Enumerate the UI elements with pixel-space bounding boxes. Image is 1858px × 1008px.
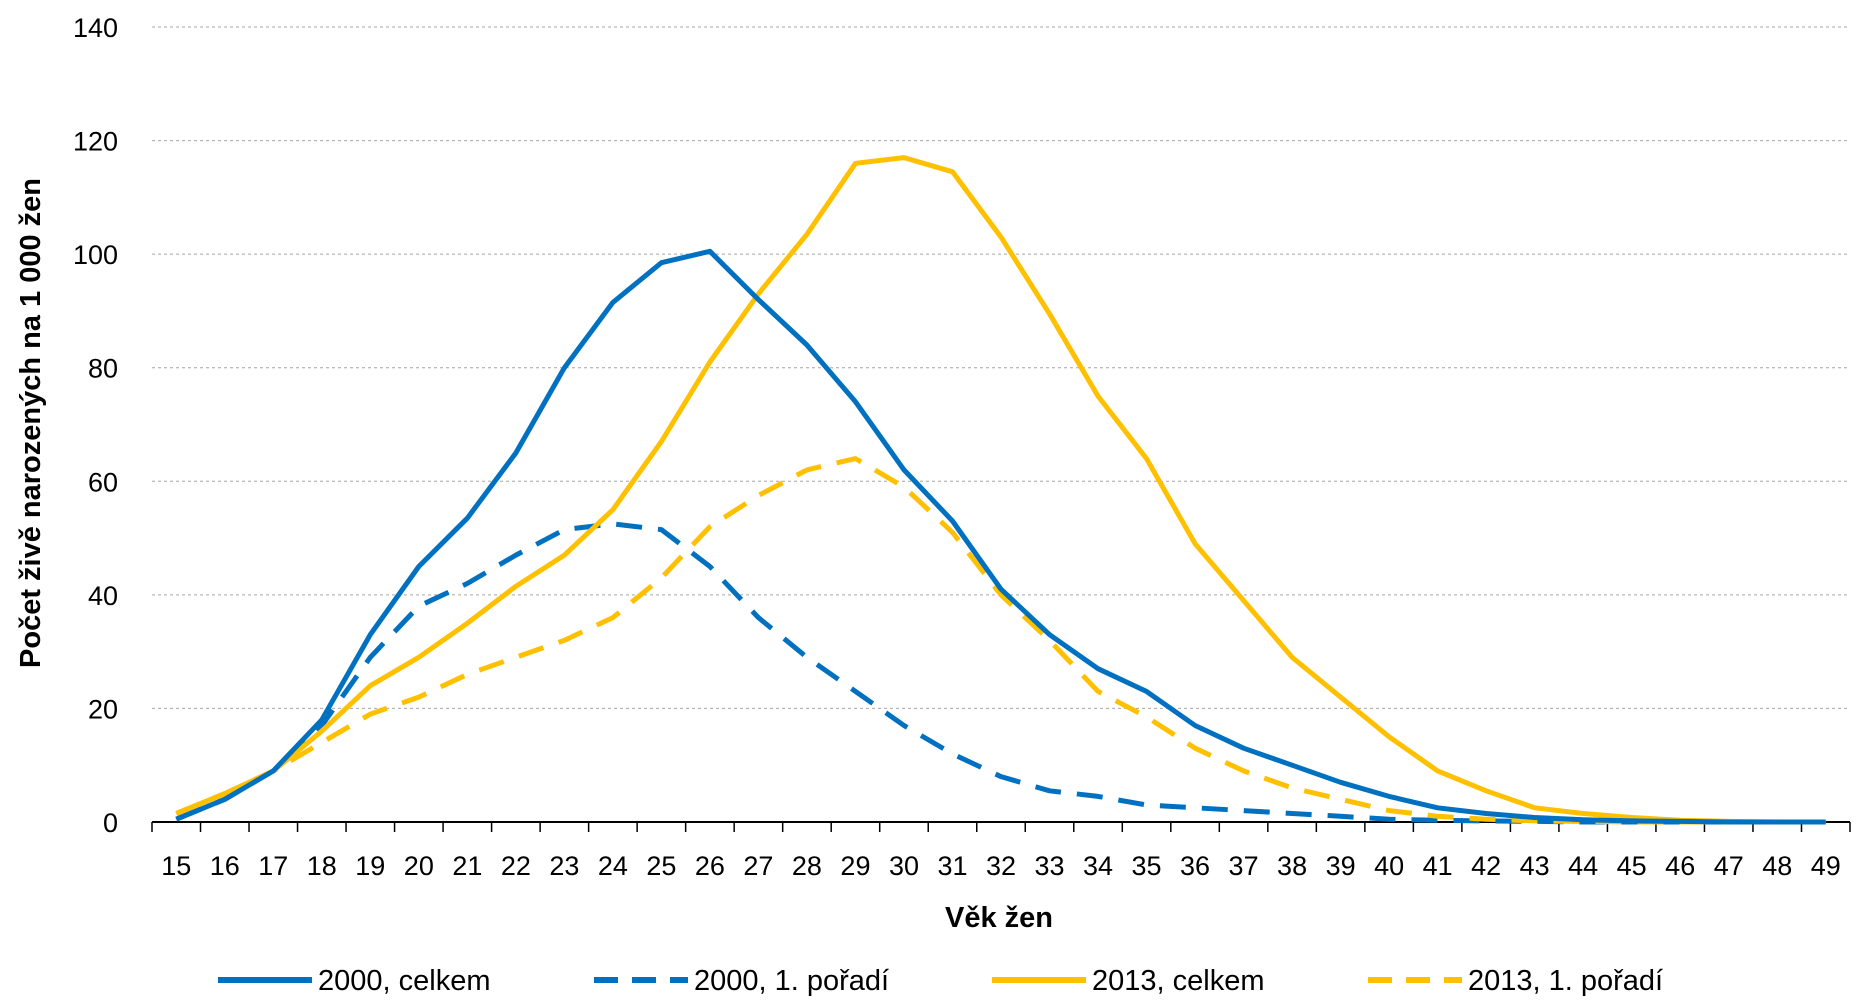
legend-label: 2000, celkem [318,965,491,997]
x-tick-label: 18 [307,851,337,881]
x-tick-label: 32 [986,851,1016,881]
x-tick-label: 31 [937,851,967,881]
y-tick-label: 120 [73,127,118,157]
x-tick-label: 29 [840,851,870,881]
y-tick-label: 60 [88,467,118,497]
x-tick-label: 33 [1034,851,1064,881]
y-axis-title: Počet živě narozených na 1 000 žen [15,178,47,668]
x-tick-label: 46 [1665,851,1695,881]
x-tick-label: 27 [743,851,773,881]
x-tick-label: 36 [1180,851,1210,881]
series-lines [175,155,1826,825]
x-tick-label: 47 [1714,851,1744,881]
x-tick-label: 24 [598,851,628,881]
series-line-3 [175,456,1826,825]
x-tick-label: 45 [1617,851,1647,881]
x-tick-label: 15 [161,851,191,881]
y-tick-label: 80 [88,354,118,384]
x-tick-label: 34 [1083,851,1113,881]
y-tick-label: 100 [73,240,118,270]
x-tick-label: 19 [355,851,385,881]
x-tick-labels: 15 16 17 18 19 20 21 22 23 24 25 26 27 28 29 30 31 32 33 34… [161,851,1841,881]
y-tick-label: 0 [103,808,118,838]
x-tick-label: 21 [452,851,482,881]
x-axis-title: Věk žen [945,902,1053,934]
x-tick-label: 44 [1568,851,1598,881]
x-tick-label: 26 [695,851,725,881]
x-tick-label: 22 [501,851,531,881]
y-tick-labels: 0 20 40 60 80 100 120 140 [73,13,118,838]
legend: 2000, celkem 2000, 1. pořadí 2013, celkem 2… [218,965,1663,997]
x-tick-label: 17 [258,851,288,881]
x-tick-label: 16 [210,851,240,881]
x-tick-label: 39 [1326,851,1356,881]
x-tick-label: 38 [1277,851,1307,881]
series-line-0 [175,248,1826,825]
series-line-2 [175,155,1826,825]
x-tick-label: 48 [1762,851,1792,881]
legend-label: 2013, 1. pořadí [1468,965,1663,997]
x-tick-label: 42 [1471,851,1501,881]
legend-label: 2013, celkem [1092,965,1265,997]
x-tick-label: 28 [792,851,822,881]
x-tick-label: 30 [889,851,919,881]
legend-label: 2000, 1. pořadí [694,965,889,997]
x-tick-label: 23 [549,851,579,881]
x-tick-label: 25 [646,851,676,881]
x-tick-label: 43 [1520,851,1550,881]
x-tick-label: 20 [404,851,434,881]
x-tick-label: 49 [1811,851,1841,881]
x-tick-label: 41 [1423,851,1453,881]
series-line-1 [175,521,1826,825]
x-tick-label: 35 [1132,851,1162,881]
y-tick-label: 20 [88,694,118,724]
y-tick-label: 140 [73,13,118,43]
gridlines [152,26,1850,709]
x-tick-label: 40 [1374,851,1404,881]
y-tick-label: 40 [88,581,118,611]
x-tick-label: 37 [1229,851,1259,881]
